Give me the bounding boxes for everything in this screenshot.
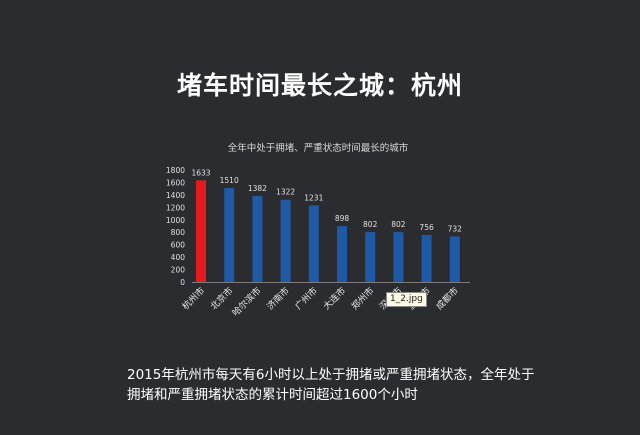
- data-label: 1510: [220, 176, 239, 185]
- data-label: 1231: [304, 193, 323, 202]
- y-tick-label: 400: [171, 253, 186, 262]
- data-label: 1633: [191, 168, 210, 177]
- bar-9: [449, 236, 460, 282]
- x-tick-label: 济南市: [264, 285, 292, 313]
- y-tick-label: 1600: [166, 178, 185, 187]
- slide-title: 堵车时间最长之城：杭州: [176, 71, 463, 100]
- bars-group: 1633 1510 1382 1322 1231 898 802 802 756 732: [191, 168, 462, 282]
- x-tick-label: 广州市: [292, 285, 320, 313]
- data-label: 732: [448, 224, 463, 233]
- data-label: 898: [335, 214, 350, 223]
- x-tick-label: 杭州市: [180, 285, 208, 313]
- y-tick-label: 800: [171, 228, 186, 237]
- y-tick-label: 1400: [166, 191, 185, 200]
- caption: 2015年杭州市每天有6小时以上处于拥堵或严重拥堵状态，全年处于 拥堵和严重拥堵…: [127, 365, 587, 405]
- y-tick-label: 0: [180, 278, 185, 287]
- data-label: 802: [363, 220, 378, 229]
- image-tooltip: 1_2.jpg: [386, 292, 427, 307]
- data-label: 802: [391, 220, 406, 229]
- x-tick-label: 郑州市: [349, 285, 377, 313]
- bar-6: [365, 232, 376, 282]
- bar-5: [337, 226, 347, 282]
- x-tick-label: 成都市: [433, 285, 461, 313]
- bar-4: [308, 205, 319, 282]
- bar-3: [280, 199, 291, 282]
- y-tick-label: 1000: [166, 216, 185, 225]
- x-tick-label: 大连市: [321, 285, 349, 313]
- chart-title: 全年中处于拥堵、严重状态时间最长的城市: [228, 142, 409, 154]
- bar-1: [224, 188, 235, 282]
- y-tick-label: 1800: [166, 166, 185, 175]
- x-tick-label: 北京市: [208, 285, 236, 313]
- y-tick-label: 600: [171, 241, 186, 250]
- caption-line-2: 拥堵和严重拥堵状态的累计时间超过1600个小时: [127, 387, 418, 403]
- y-axis: 0 200 400 600 800 1000 1200 1400 1600 1800: [166, 166, 185, 287]
- bar-0: [196, 180, 206, 282]
- bar-8: [421, 234, 432, 282]
- data-label: 756: [419, 223, 434, 232]
- data-label: 1322: [276, 188, 295, 197]
- caption-line-1: 2015年杭州市每天有6小时以上处于拥堵或严重拥堵状态，全年处于: [127, 367, 535, 383]
- y-tick-label: 200: [171, 266, 186, 275]
- x-tick-label: 哈尔滨市: [230, 285, 264, 319]
- data-label: 1382: [248, 184, 267, 193]
- y-tick-label: 1200: [166, 203, 185, 212]
- bar-2: [252, 196, 263, 282]
- bar-7: [393, 232, 404, 282]
